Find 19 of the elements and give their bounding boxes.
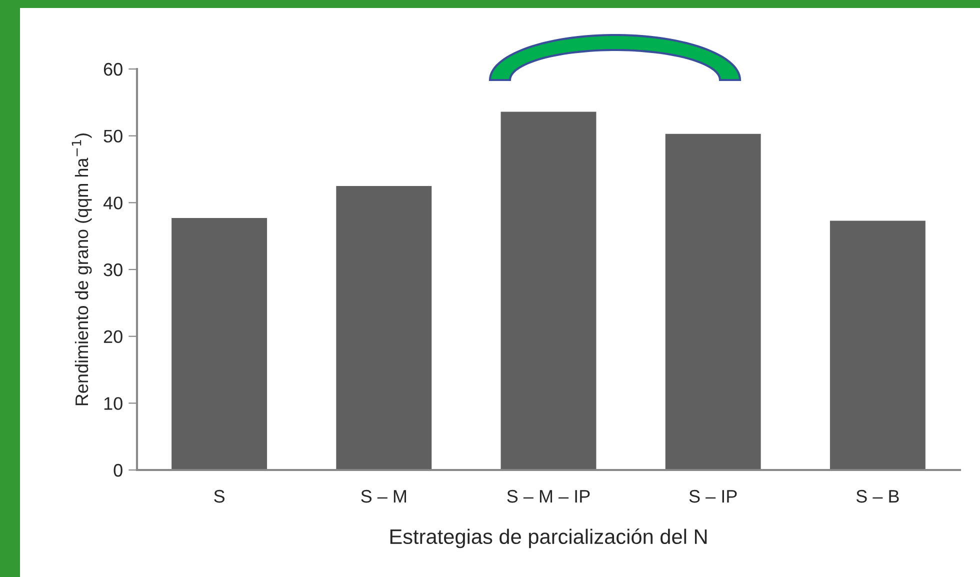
bar <box>500 112 596 470</box>
x-tick-label: S – M <box>361 490 406 503</box>
bar <box>172 218 268 470</box>
x-tick-label: S – M – IP <box>507 490 590 503</box>
bar <box>336 186 432 470</box>
x-tick-label: S – IP <box>689 490 737 503</box>
y-tick-label: 60 <box>104 62 122 76</box>
y-axis-title: Rendimiento de grano (qqm ha$^{−1}$) <box>72 134 92 406</box>
y-tick-label: 0 <box>114 464 122 477</box>
bar <box>830 220 926 470</box>
y-tick-label: 40 <box>103 196 122 210</box>
x-tick-label: S <box>214 490 224 503</box>
y-tick-label: 30 <box>104 263 122 276</box>
x-axis-title: Estrategias de parcialización del N <box>390 528 707 548</box>
x-tick-label: S – B <box>856 490 899 503</box>
y-tick-label: 20 <box>104 330 122 344</box>
y-tick-label: 10 <box>104 397 122 410</box>
bar <box>665 134 761 470</box>
y-tick-label: 50 <box>104 130 122 143</box>
